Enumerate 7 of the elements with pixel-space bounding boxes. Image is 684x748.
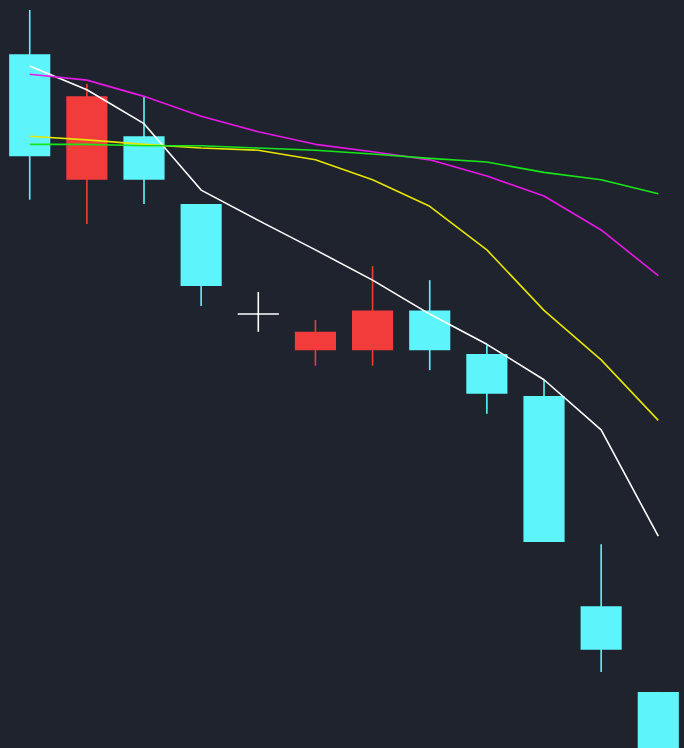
candlestick xyxy=(236,291,280,333)
candlestick xyxy=(580,543,622,673)
candlestick xyxy=(294,319,336,367)
candlestick xyxy=(123,95,165,205)
candlestick xyxy=(352,265,394,367)
candlestick xyxy=(409,279,451,371)
candlestick xyxy=(466,343,508,415)
